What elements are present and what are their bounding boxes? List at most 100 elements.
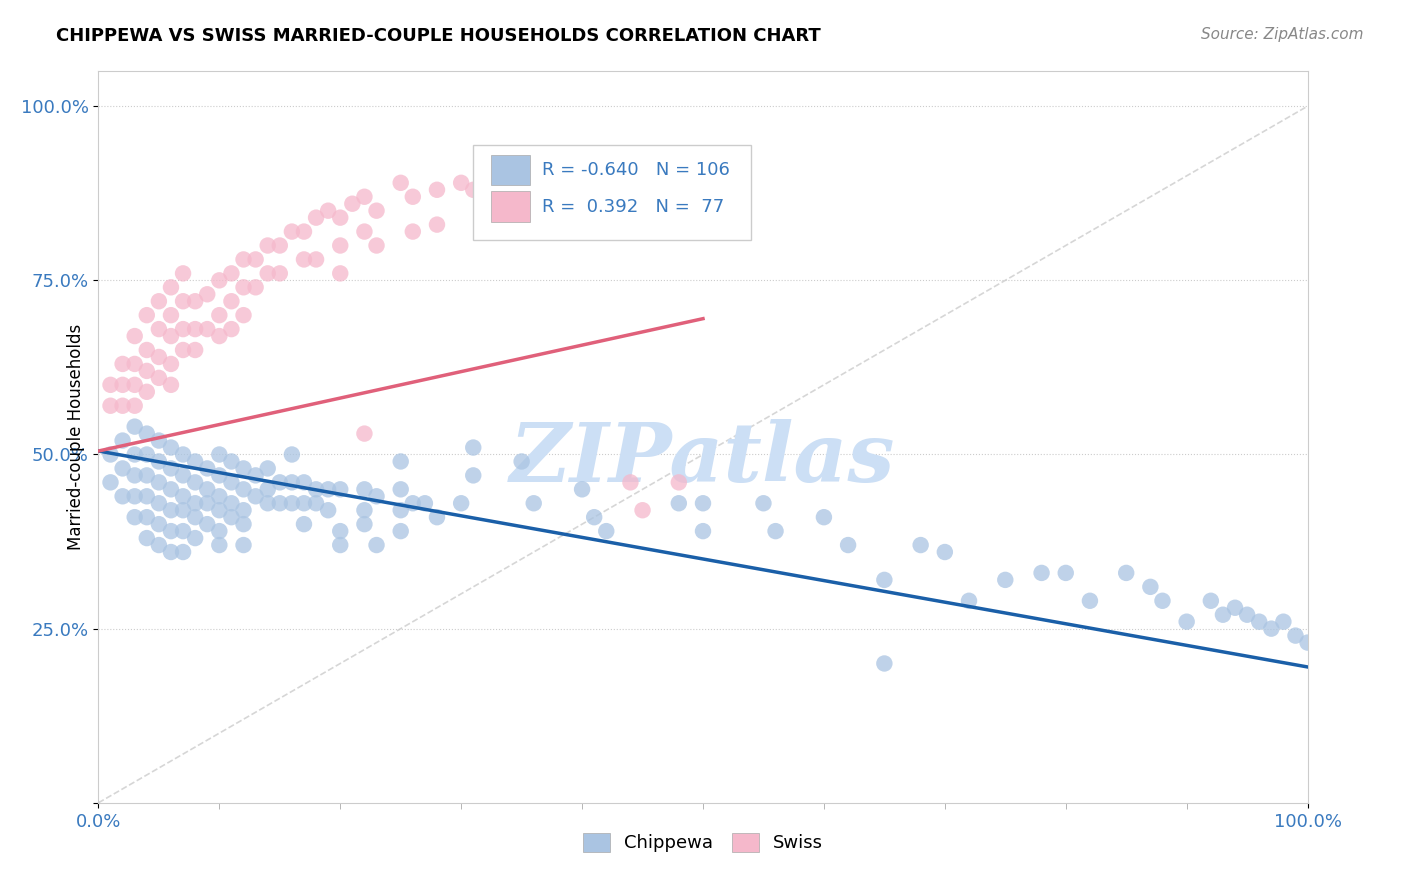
Point [292,475,315,490]
Point [510,203,533,218]
Point [160,308,183,322]
Point [595,524,617,538]
Point [353,503,375,517]
FancyBboxPatch shape [492,154,530,186]
Point [450,176,472,190]
Point [668,496,690,510]
Point [426,183,449,197]
Point [221,266,243,280]
Point [523,496,546,510]
Point [208,503,231,517]
Point [160,280,183,294]
Point [1249,615,1271,629]
Point [172,524,194,538]
Point [135,448,157,462]
Point [160,524,183,538]
Point [124,357,146,371]
FancyBboxPatch shape [474,145,751,240]
Point [245,252,267,267]
Point [221,454,243,468]
Text: R =  0.392   N =  77: R = 0.392 N = 77 [543,198,724,216]
Point [195,287,218,301]
Point [148,371,170,385]
Point [316,503,339,517]
Point [184,322,207,336]
Point [353,517,375,532]
Point [389,454,412,468]
Point [148,322,170,336]
Point [256,483,278,497]
Point [1031,566,1053,580]
Point [389,176,412,190]
Point [208,524,231,538]
Point [305,483,328,497]
Point [1260,622,1282,636]
Point [1139,580,1161,594]
Point [100,475,122,490]
Point [413,496,436,510]
Point [934,545,956,559]
Point [1272,615,1295,629]
Point [1236,607,1258,622]
Point [450,496,472,510]
Point [1199,594,1222,608]
Point [1296,635,1319,649]
Point [148,350,170,364]
Point [692,524,714,538]
Point [426,218,449,232]
Point [353,483,375,497]
Point [208,538,231,552]
Point [184,531,207,545]
Point [124,510,146,524]
Point [111,434,134,448]
Point [195,483,218,497]
Point [329,211,352,225]
Legend: Chippewa, Swiss: Chippewa, Swiss [575,826,831,860]
Point [221,322,243,336]
Point [172,266,194,280]
Point [232,252,254,267]
Point [135,531,157,545]
Point [148,454,170,468]
Point [135,343,157,357]
Point [957,594,980,608]
Point [184,496,207,510]
Point [160,329,183,343]
Point [292,517,315,532]
Point [208,329,231,343]
Point [221,496,243,510]
Point [281,475,304,490]
Point [221,475,243,490]
Point [124,329,146,343]
Point [135,468,157,483]
Point [329,524,352,538]
Point [232,483,254,497]
Point [135,364,157,378]
Point [232,538,254,552]
Point [160,483,183,497]
Point [195,517,218,532]
Point [208,273,231,287]
Point [692,496,714,510]
Point [195,322,218,336]
Point [571,483,593,497]
Point [111,461,134,475]
Point [389,524,412,538]
Point [111,399,134,413]
Point [124,448,146,462]
Point [994,573,1017,587]
Point [256,496,278,510]
Point [668,475,690,490]
Point [148,496,170,510]
Point [232,461,254,475]
Point [232,503,254,517]
Point [631,503,654,517]
Text: Source: ZipAtlas.com: Source: ZipAtlas.com [1201,27,1364,42]
Point [232,280,254,294]
Point [813,510,835,524]
Point [172,343,194,357]
Point [256,266,278,280]
Point [245,280,267,294]
Point [463,441,485,455]
Point [837,538,859,552]
